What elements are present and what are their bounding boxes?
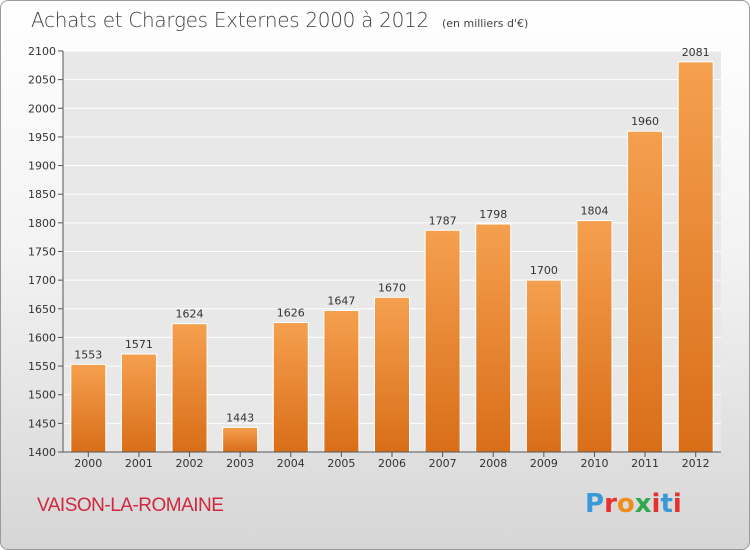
x-tick-label-2002: 2002 bbox=[176, 457, 204, 470]
bar-2011 bbox=[627, 130, 664, 453]
proxiti-logo: Proxiti bbox=[585, 489, 682, 519]
data-labels: 1553 1571 1624 1443 1626 1647 1670 1787 1798 1700… bbox=[74, 46, 709, 424]
bar-2006 bbox=[374, 296, 410, 453]
data-label-2002: 1624 bbox=[176, 308, 204, 321]
location-label: VAISON-LA-ROMAINE bbox=[37, 495, 224, 516]
bar-2010 bbox=[576, 220, 613, 453]
chart-title-block: Achats et Charges Externes 2000 à 2012 (… bbox=[31, 8, 528, 32]
bar-2007 bbox=[424, 229, 461, 453]
data-label-2003: 1443 bbox=[226, 411, 254, 424]
data-label-2012: 2081 bbox=[682, 46, 710, 59]
logo-letter: x bbox=[634, 489, 652, 519]
bar-2012 bbox=[677, 61, 714, 453]
bar-2003 bbox=[222, 426, 259, 453]
x-tick-label-2008: 2008 bbox=[479, 457, 507, 470]
x-tick-label-2001: 2001 bbox=[125, 457, 153, 470]
x-tick-label-2012: 2012 bbox=[682, 457, 710, 470]
data-label-2006: 1670 bbox=[378, 281, 406, 294]
y-tick-label: 1550 bbox=[28, 360, 56, 373]
y-tick-label: 1400 bbox=[28, 446, 56, 459]
y-tick-label: 1700 bbox=[28, 274, 56, 287]
logo-letter: P bbox=[585, 489, 605, 519]
data-label-2009: 1700 bbox=[530, 264, 558, 277]
bar-2002 bbox=[171, 323, 208, 453]
x-tick-label-2005: 2005 bbox=[327, 457, 355, 470]
y-tick-label: 1750 bbox=[28, 246, 56, 259]
y-tick-label: 1900 bbox=[28, 160, 56, 173]
data-label-2001: 1571 bbox=[125, 338, 153, 351]
data-label-2010: 1804 bbox=[580, 205, 608, 218]
bars bbox=[70, 61, 714, 453]
x-tick-label-2011: 2011 bbox=[631, 457, 659, 470]
y-axis: 1400 1450 1500 1550 1600 1650 1700 1750 1800 1850… bbox=[28, 45, 64, 459]
y-tick-label: 1450 bbox=[28, 417, 56, 430]
bar-2009 bbox=[525, 279, 562, 453]
logo-letter: r bbox=[604, 489, 617, 519]
x-tick-label-2004: 2004 bbox=[277, 457, 305, 470]
y-tick-label: 1850 bbox=[28, 188, 56, 201]
x-tick-label-2009: 2009 bbox=[530, 457, 558, 470]
data-label-2008: 1798 bbox=[479, 208, 507, 221]
y-tick-label: 1650 bbox=[28, 303, 56, 316]
bar-2004 bbox=[272, 322, 309, 453]
y-tick-label: 2000 bbox=[28, 102, 56, 115]
logo-letter: t bbox=[660, 489, 673, 519]
y-tick-label: 2050 bbox=[28, 74, 56, 87]
x-axis: 2000 2001 2002 2003 2004 2005 2006 2007 2008 2009… bbox=[63, 451, 721, 470]
bar-2005 bbox=[323, 310, 360, 453]
x-tick-label-2003: 2003 bbox=[226, 457, 254, 470]
bar-2001 bbox=[120, 353, 157, 453]
logo-letter: i bbox=[651, 489, 661, 519]
y-tick-label: 1500 bbox=[28, 389, 56, 402]
data-label-2005: 1647 bbox=[327, 295, 355, 308]
chart-title: Achats et Charges Externes 2000 à 2012 bbox=[31, 8, 429, 32]
x-tick-label-2007: 2007 bbox=[429, 457, 457, 470]
y-tick-label: 1950 bbox=[28, 131, 56, 144]
logo-letter: o bbox=[616, 489, 635, 519]
data-label-2004: 1626 bbox=[277, 307, 305, 320]
y-tick-label: 1800 bbox=[28, 217, 56, 230]
data-label-2011: 1960 bbox=[631, 115, 659, 128]
bar-2000 bbox=[70, 363, 107, 453]
x-tick-label-2000: 2000 bbox=[74, 457, 102, 470]
bar-2008 bbox=[475, 223, 512, 453]
data-label-2007: 1787 bbox=[429, 214, 457, 227]
x-tick-label-2006: 2006 bbox=[378, 457, 406, 470]
data-label-2000: 1553 bbox=[74, 348, 102, 361]
logo-letter: i bbox=[672, 489, 682, 519]
chart-unit: (en milliers d'€) bbox=[441, 17, 529, 30]
y-tick-label: 1600 bbox=[28, 331, 56, 344]
y-tick-label: 2100 bbox=[28, 45, 56, 58]
x-tick-label-2010: 2010 bbox=[580, 457, 608, 470]
